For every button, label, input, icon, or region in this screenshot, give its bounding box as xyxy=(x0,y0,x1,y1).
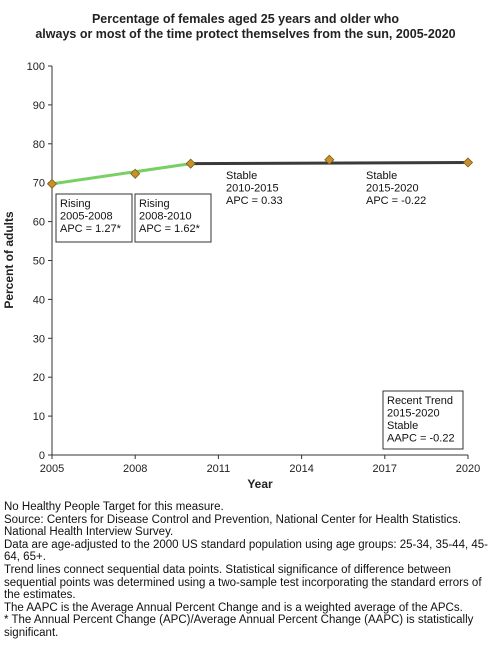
data-point xyxy=(462,157,474,168)
x-tick-label: 2008 xyxy=(123,463,147,475)
y-tick-label: 90 xyxy=(33,100,45,112)
annotation-text: APC = 1.62* xyxy=(139,223,201,235)
annotation-text: APC = 0.33 xyxy=(226,195,283,207)
footnote-source: Source: Centers for Disease Control and … xyxy=(4,513,462,539)
y-tick-label: 80 xyxy=(33,139,45,151)
annotation-text: AAPC = -0.22 xyxy=(387,433,455,445)
annotation-frame xyxy=(55,193,133,243)
annotation-frame xyxy=(134,193,212,243)
trend-line-1 xyxy=(50,162,193,186)
footnote-aapc: The AAPC is the Average Annual Percent C… xyxy=(4,601,463,614)
annotation-text: Stable xyxy=(387,420,418,432)
annotation-frame xyxy=(222,166,302,214)
y-axis-label: Percent of adults xyxy=(2,211,16,309)
annotation-text: APC = 1.27* xyxy=(60,223,122,235)
chart-title-line-2: always or most of the time protect thems… xyxy=(35,27,456,41)
annotation-text: APC = -0.22 xyxy=(366,195,426,207)
annotation-frame xyxy=(382,390,464,450)
chart-title: Percentage of females aged 25 years and … xyxy=(0,12,491,42)
y-tick-label: 30 xyxy=(33,333,45,345)
x-axis-label: Year xyxy=(247,477,273,491)
annotation-text: Stable xyxy=(366,170,397,182)
footnote-trend-lines: Trend lines connect sequential data poin… xyxy=(4,563,482,602)
footnote-significance: * The Annual Percent Change (APC)/Averag… xyxy=(4,614,474,639)
data-point xyxy=(130,168,141,179)
y-tick-label: 0 xyxy=(39,450,45,462)
data-point xyxy=(46,178,58,189)
y-tick-label: 40 xyxy=(33,294,45,306)
footnote-target: No Healthy People Target for this measur… xyxy=(4,501,224,513)
x-tick-label: 2020 xyxy=(456,463,480,475)
x-tick-label: 2014 xyxy=(289,463,313,475)
annotation-text: 2008-2010 xyxy=(139,211,192,223)
y-tick-label: 50 xyxy=(33,256,45,268)
y-tick-label: 20 xyxy=(33,372,45,384)
annotation-text: 2015-2020 xyxy=(387,408,440,420)
footnote-age-adjust: Data are age-adjusted to the 2000 US sta… xyxy=(4,538,488,564)
annotation-text: 2015-2020 xyxy=(366,183,419,195)
annotation-text: Stable xyxy=(226,170,257,182)
x-tick-label: 2005 xyxy=(40,463,64,475)
annotation-text: 2005-2008 xyxy=(60,211,113,223)
y-tick-label: 70 xyxy=(33,178,45,190)
data-point xyxy=(185,158,196,169)
series xyxy=(46,154,474,189)
y-tick-label: 10 xyxy=(33,411,45,423)
annotation-text: 2010-2015 xyxy=(226,183,279,195)
data-point xyxy=(324,154,335,165)
annotation-frame xyxy=(362,166,442,214)
footnotes: No Healthy People Target for this measur… xyxy=(4,501,490,640)
annotation-text: Recent Trend xyxy=(387,395,453,407)
annotation-text: Rising xyxy=(139,198,170,210)
x-tick-label: 2011 xyxy=(207,463,231,475)
annotation-text: Rising xyxy=(60,198,91,210)
y-tick-label: 100 xyxy=(27,61,45,73)
x-tick-label: 2017 xyxy=(373,463,397,475)
line-chart: 0 10 20 30 40 50 60 70 80 90 100 2005 2008 2011 2014 20… xyxy=(2,61,480,491)
y-tick-label: 60 xyxy=(33,217,45,229)
chart-title-line-1: Percentage of females aged 25 years and … xyxy=(91,12,400,26)
